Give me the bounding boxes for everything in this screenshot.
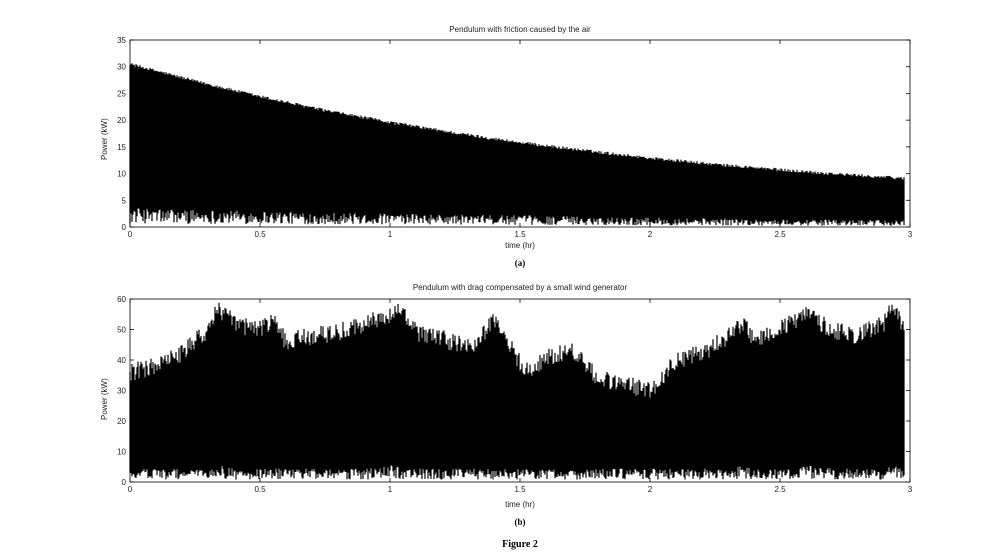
chart-b-ytick-label: 0 xyxy=(122,478,127,487)
chart-b-ytick-label: 30 xyxy=(117,387,126,396)
chart-a-xtick-label: 1 xyxy=(388,230,393,239)
figure-caption: Figure 2 xyxy=(502,539,538,550)
chart-b-ytick-label: 50 xyxy=(117,326,126,335)
chart-a-xtick-label: 0 xyxy=(128,230,133,239)
chart-a-ytick-label: 20 xyxy=(117,116,126,125)
chart-b-xtick-label: 2 xyxy=(648,485,653,494)
chart-a-ytick-label: 25 xyxy=(117,89,126,98)
chart-a-xtick-label: 2.5 xyxy=(774,230,786,239)
chart-b-ytick-label: 60 xyxy=(117,295,126,304)
chart-b-xtick-label: 0 xyxy=(128,485,133,494)
chart-a-ytick-label: 0 xyxy=(122,223,127,232)
chart-a-ytick-label: 15 xyxy=(117,143,126,152)
chart-a-ytick-label: 5 xyxy=(122,196,127,205)
chart-a-xtick-label: 2 xyxy=(648,230,653,239)
chart-a-xtick-label: 1.5 xyxy=(514,230,526,239)
chart-a-xtick-label: 0.5 xyxy=(254,230,266,239)
chart-b-ytick-label: 10 xyxy=(117,448,126,457)
chart-b-ytick-label: 40 xyxy=(117,356,126,365)
chart-a-xtick-label: 3 xyxy=(908,230,913,239)
chart-b-xtick-label: 0.5 xyxy=(254,485,266,494)
chart-b-xtick-label: 3 xyxy=(908,485,913,494)
chart-a-series-signal xyxy=(129,63,905,226)
chart-b-xtick-label: 1 xyxy=(388,485,393,494)
chart-a-title: Pendulum with friction caused by the air xyxy=(449,25,591,34)
chart-a-ytick-label: 30 xyxy=(117,63,126,72)
chart-b-xtick-label: 1.5 xyxy=(514,485,526,494)
chart-a-ytick-label: 10 xyxy=(117,170,126,179)
chart-b-xtick-label: 2.5 xyxy=(774,485,786,494)
chart-a-xlabel: time (hr) xyxy=(505,241,535,250)
chart-b-title: Pendulum with drag compensated by a smal… xyxy=(412,283,628,292)
chart-b-panel-label: (b) xyxy=(514,517,526,527)
chart-b-ytick-label: 20 xyxy=(117,417,126,426)
chart-b-xlabel: time (hr) xyxy=(505,500,535,509)
chart-b-series-signal xyxy=(129,302,905,480)
chart-a-ytick-label: 35 xyxy=(117,36,126,45)
chart-a-panel-label: (a) xyxy=(514,258,526,268)
